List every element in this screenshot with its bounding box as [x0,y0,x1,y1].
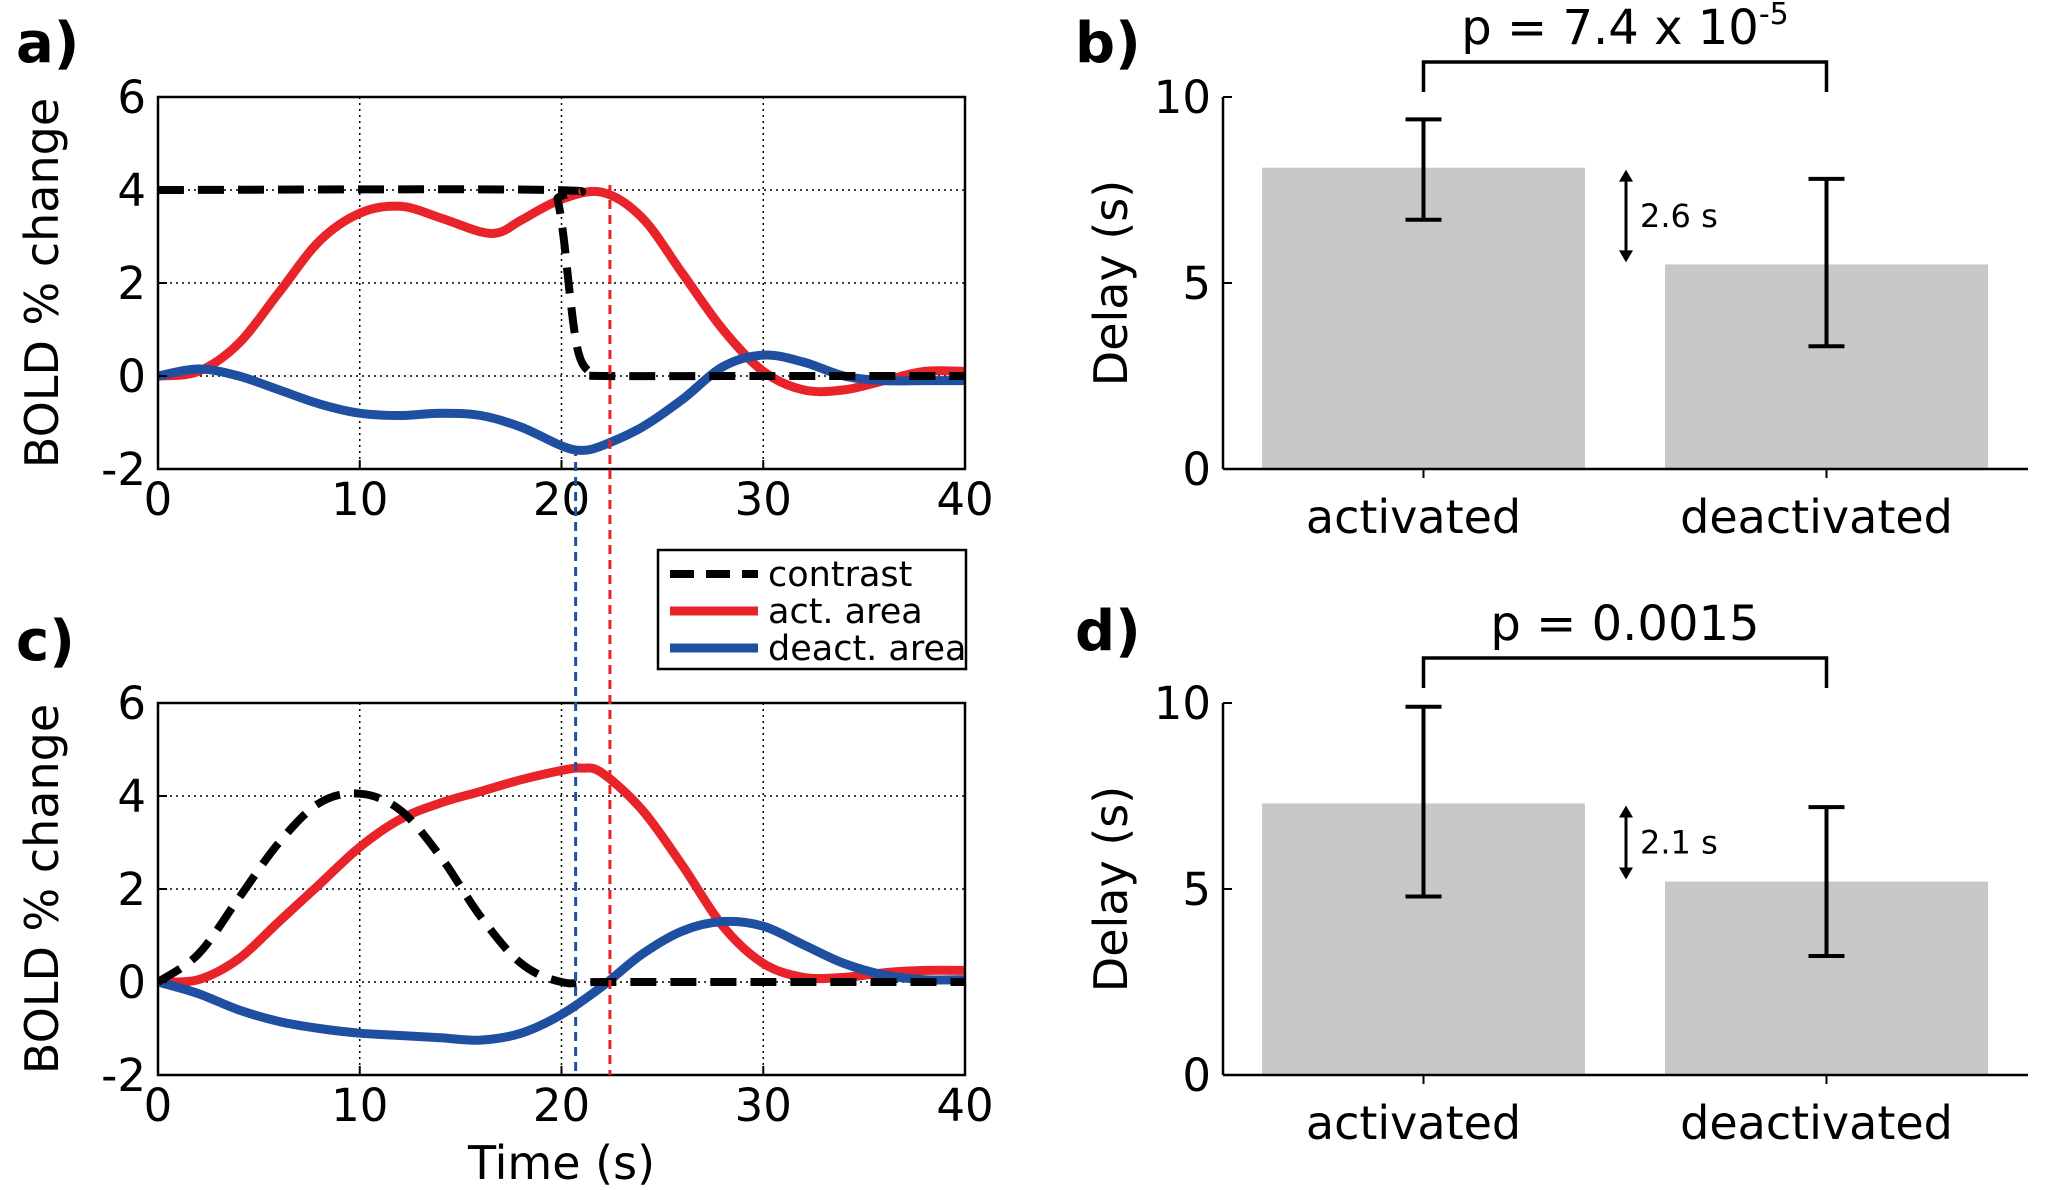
x-tick-label: 10 [331,473,388,526]
y-tick-label: 0 [1182,1049,1211,1102]
y-tick-label: 4 [117,770,146,823]
y-tick-label: 0 [117,350,146,403]
significance-bracket [1421,656,1829,688]
legend-label: deact. area [768,629,966,669]
y-tick-label: 0 [1182,443,1211,496]
p-value-label: p = 0.0015 [1490,596,1759,652]
difference-arrow [1619,805,1633,880]
x-category-label: deactivated [1680,1096,1953,1150]
p-value-exponent: -5 [1759,0,1789,32]
panel-label: d) [1075,599,1141,664]
x-tick-label: 0 [144,473,173,526]
x-tick-label: 20 [533,1079,590,1132]
panel-d-bar-chart: 0 5 10 activated deactivated Delay (s) p = 0.0… [1075,596,2028,1150]
series-contrast [158,789,965,988]
x-category-label: deactivated [1680,490,1953,544]
error-bar-deactivated [1808,176,1845,349]
y-axis-label: BOLD % change [15,98,69,468]
y-tick-label: 5 [1182,863,1211,916]
error-bar-deactivated [1808,805,1845,958]
y-tick-label: 5 [1182,257,1211,310]
y-tick-label: 2 [117,257,146,310]
y-axis-label: Delay (s) [1084,786,1138,992]
x-tick-label: 30 [735,473,792,526]
panel-label: c) [16,609,75,674]
y-tick-label: 2 [117,863,146,916]
series-group [158,763,965,1045]
y-axis-label: Delay (s) [1084,180,1138,386]
legend-label: contrast [768,555,912,595]
series-deact-area [158,916,965,1045]
p-value-label: p = 7.4 x 10-5 [1461,0,1788,56]
y-tick-label: -2 [101,443,146,496]
y-tick-label: 10 [1154,677,1211,730]
panel-b-bar-chart: 0 5 10 activated deactivated Delay (s) p = 7.4… [1075,0,2028,544]
x-tick-label: 0 [144,1079,173,1132]
x-tick-label: 10 [331,1079,388,1132]
y-tick-label: -2 [101,1049,146,1102]
x-tick-label: 30 [735,1079,792,1132]
difference-label: 2.1 s [1640,824,1718,862]
y-tick-label: 4 [117,164,146,217]
x-tick-label: 40 [936,473,993,526]
series-contrast [158,185,965,381]
delay-marker-lines [574,185,612,1075]
series-group [158,185,965,455]
x-category-label: activated [1306,490,1521,544]
panel-label: a) [16,11,79,76]
x-category-label: activated [1306,1096,1521,1150]
error-bar-activated [1405,117,1442,222]
series-act-area [158,186,965,397]
x-tick-label: 20 [533,473,590,526]
difference-arrow [1619,169,1633,263]
x-tick-label: 40 [936,1079,993,1132]
y-tick-label: 0 [117,956,146,1009]
y-tick-label: 6 [117,71,146,124]
y-tick-label: 6 [117,677,146,730]
legend-label: act. area [768,592,923,632]
panel-label: b) [1075,11,1141,76]
y-axis-label: BOLD % change [15,704,69,1074]
grid [158,97,965,469]
significance-bracket [1421,60,1829,92]
series-deact-area [158,350,965,455]
x-axis-label: Time (s) [467,1136,655,1190]
difference-label: 2.6 s [1640,197,1718,235]
error-bar-activated [1405,704,1442,899]
y-tick-label: 10 [1154,71,1211,124]
